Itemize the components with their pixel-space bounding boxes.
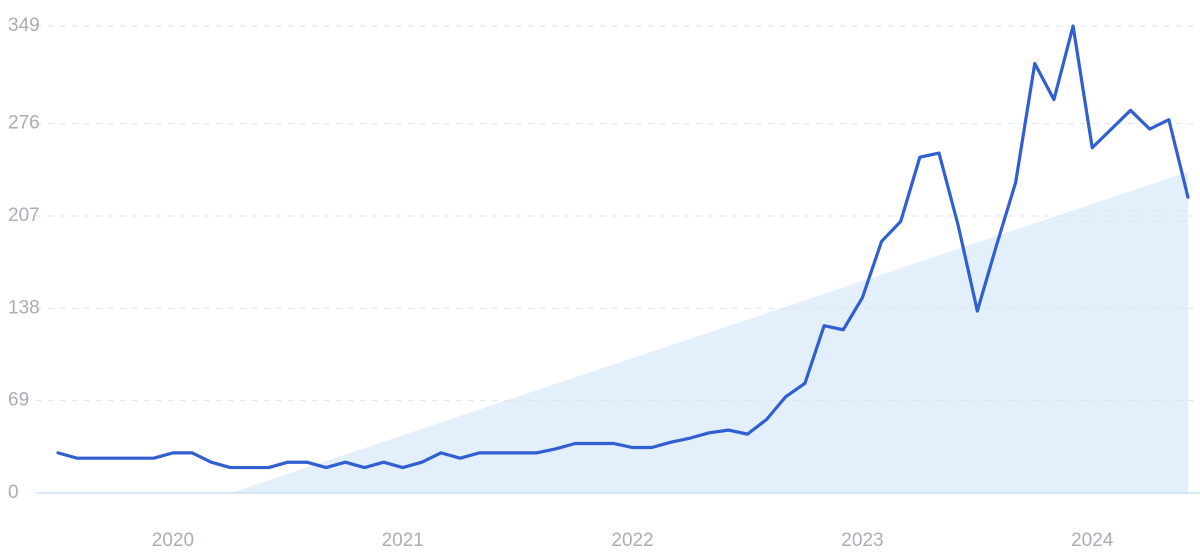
y-tick-label: 276 — [8, 113, 40, 134]
y-tick-label: 69 — [8, 390, 29, 411]
x-tick-label: 2022 — [611, 530, 653, 551]
x-tick-label: 2020 — [152, 530, 194, 551]
y-tick-label: 207 — [8, 205, 40, 226]
x-tick-label: 2023 — [841, 530, 883, 551]
x-tick-label: 2024 — [1071, 530, 1114, 551]
y-tick-label: 0 — [8, 482, 19, 503]
y-tick-label: 349 — [8, 15, 40, 36]
trend-area — [230, 171, 1189, 493]
x-tick-label: 2021 — [382, 530, 424, 551]
y-tick-label: 138 — [8, 297, 40, 318]
line — [56, 24, 1190, 470]
